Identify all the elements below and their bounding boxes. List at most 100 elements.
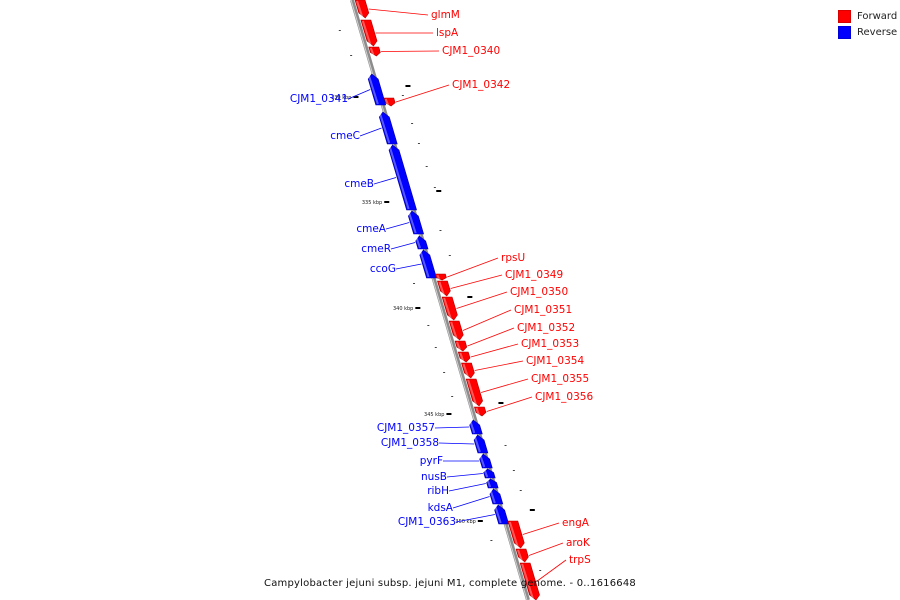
- gene-CJM1_0351[interactable]: CJM1_0351: [448, 304, 572, 341]
- gene-leader-line: [481, 378, 529, 393]
- gene-leader-line: [528, 542, 564, 556]
- gene-CJM1_0358[interactable]: CJM1_0358: [381, 434, 489, 454]
- coordinate-tick: 330 kbp: [331, 85, 411, 101]
- coordinate-tick: 340 kbp: [393, 296, 473, 312]
- gene-label: cmeC: [330, 130, 360, 142]
- gene-label: ccoG: [370, 263, 396, 275]
- coordinate-tick: 345 kbp: [424, 402, 504, 418]
- gene-CJM1_0356[interactable]: CJM1_0356: [473, 391, 593, 417]
- gene-arrow[interactable]: [515, 548, 529, 563]
- gene-label: CJM1_0350: [510, 286, 568, 298]
- svg-text:335 kbp: 335 kbp: [362, 200, 382, 206]
- gene-CJM1_0342[interactable]: CJM1_0342: [383, 79, 510, 107]
- gene-CJM1_0341[interactable]: CJM1_0341: [290, 73, 387, 106]
- gene-lspA[interactable]: lspA: [360, 19, 459, 47]
- gene-arrow[interactable]: [507, 520, 525, 549]
- gene-engA[interactable]: engA: [507, 517, 590, 549]
- gene-label: trpS: [569, 554, 591, 566]
- gene-arrow[interactable]: [368, 46, 381, 57]
- gene-leader-line: [448, 483, 486, 492]
- gene-arrow[interactable]: [461, 362, 475, 379]
- gene-arrow[interactable]: [388, 144, 418, 211]
- gene-arrow[interactable]: [479, 453, 493, 469]
- gene-label: CJM1_0351: [514, 304, 572, 316]
- legend-item-forward[interactable]: Forward: [838, 8, 897, 24]
- gene-arrow[interactable]: [419, 249, 437, 279]
- coordinate-tick: 335 kbp: [362, 190, 442, 206]
- gene-label: CJM1_0356: [535, 391, 593, 403]
- gene-kdsA[interactable]: kdsA: [428, 488, 504, 514]
- gene-label: CJM1_0353: [521, 338, 579, 350]
- gene-arrow[interactable]: [486, 478, 499, 489]
- gene-arrow[interactable]: [367, 73, 387, 106]
- gene-arrow[interactable]: [408, 210, 425, 235]
- gene-label: CJM1_0340: [442, 45, 500, 57]
- gene-arrow[interactable]: [519, 562, 540, 600]
- gene-cmeB[interactable]: cmeB: [344, 144, 418, 211]
- gene-CJM1_0363[interactable]: CJM1_0363: [398, 504, 510, 528]
- gene-label: aroK: [566, 537, 591, 549]
- gene-CJM1_0355[interactable]: CJM1_0355: [465, 373, 589, 407]
- gene-CJM1_0340[interactable]: CJM1_0340: [368, 45, 500, 57]
- gene-arrow[interactable]: [494, 504, 510, 525]
- gene-trpS[interactable]: trpS: [519, 554, 591, 600]
- gene-label: cmeA: [356, 223, 386, 235]
- gene-arrow[interactable]: [354, 0, 370, 19]
- gene-arrow[interactable]: [441, 296, 458, 321]
- gene-CJM1_0353[interactable]: CJM1_0353: [457, 338, 579, 363]
- gene-arrow[interactable]: [469, 419, 483, 435]
- gene-leader-line: [467, 327, 515, 347]
- gene-aroK[interactable]: aroK: [515, 537, 591, 563]
- gene-label: CJM1_0357: [377, 422, 435, 434]
- gene-leader-line: [455, 514, 495, 523]
- gene-ccoG[interactable]: ccoG: [370, 249, 437, 279]
- gene-arrow[interactable]: [465, 378, 483, 407]
- gene-glmM[interactable]: glmM: [354, 0, 460, 21]
- gene-arrow[interactable]: [473, 434, 489, 454]
- gene-cmeA[interactable]: cmeA: [356, 210, 425, 235]
- gene-leader-line: [522, 522, 560, 535]
- gene-arrow[interactable]: [437, 280, 451, 297]
- reverse-swatch: [838, 25, 851, 39]
- gene-CJM1_0354[interactable]: CJM1_0354: [461, 355, 584, 379]
- gene-arrow[interactable]: [434, 273, 447, 281]
- gene-leader-line: [438, 442, 475, 445]
- gene-arrow[interactable]: [378, 111, 398, 145]
- gene-leader-line: [395, 263, 422, 270]
- gene-label: CJM1_0342: [452, 79, 510, 91]
- legend-item-reverse[interactable]: Reverse: [838, 24, 897, 40]
- svg-text:350 kbp: 350 kbp: [455, 519, 475, 525]
- gene-label: CJM1_0341: [290, 93, 348, 105]
- gene-arrow[interactable]: [483, 468, 496, 479]
- gene-arrow[interactable]: [360, 19, 378, 47]
- gene-label: CJM1_0354: [526, 355, 584, 367]
- gene-arrow[interactable]: [415, 235, 429, 250]
- gene-ribH[interactable]: ribH: [427, 478, 499, 497]
- gene-arrow[interactable]: [448, 320, 464, 341]
- gene-CJM1_0350[interactable]: CJM1_0350: [441, 286, 568, 321]
- gene-leader-line: [385, 222, 410, 230]
- gene-arrow[interactable]: [457, 351, 471, 363]
- gene-label: kdsA: [428, 502, 454, 514]
- gene-cmeC[interactable]: cmeC: [330, 111, 398, 145]
- gene-pyrF[interactable]: pyrF: [420, 453, 493, 469]
- gene-leader-line: [347, 89, 371, 100]
- legend: Forward Reverse: [838, 8, 897, 40]
- gene-leader-line: [373, 177, 397, 185]
- gene-CJM1_0352[interactable]: CJM1_0352: [454, 322, 575, 352]
- gene-arrow[interactable]: [454, 340, 468, 352]
- forward-swatch: [838, 9, 851, 23]
- gene-arrow[interactable]: [473, 406, 487, 417]
- gene-leader-line: [434, 426, 470, 429]
- gene-CJM1_0349[interactable]: CJM1_0349: [437, 269, 563, 297]
- gene-leader-line: [395, 84, 450, 103]
- gene-arrow[interactable]: [489, 488, 504, 505]
- gene-CJM1_0357[interactable]: CJM1_0357: [377, 419, 483, 435]
- gene-leader-line: [450, 274, 503, 289]
- legend-label-forward: Forward: [857, 10, 898, 22]
- gene-nusB[interactable]: nusB: [421, 468, 496, 483]
- gene-rpsU[interactable]: rpsU: [434, 252, 525, 281]
- gene-cmeR[interactable]: cmeR: [361, 235, 429, 255]
- gene-leader-line: [381, 50, 440, 52]
